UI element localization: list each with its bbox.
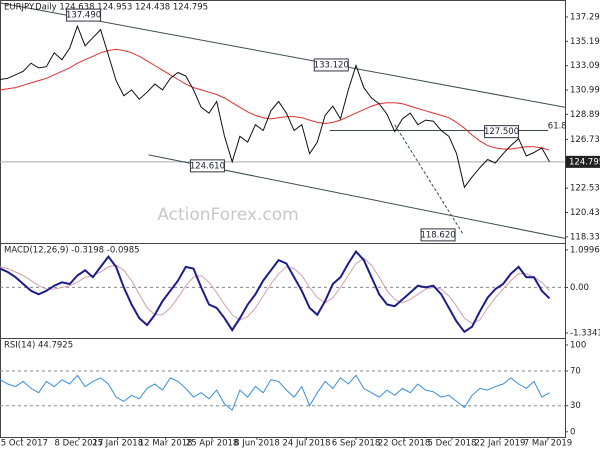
panel-title: RSI(14) 44.7925 bbox=[4, 341, 73, 351]
annotation-box bbox=[66, 8, 102, 22]
last-price-label: 124.795 bbox=[569, 157, 600, 167]
y-tick-label: 130.990 bbox=[570, 86, 600, 96]
x-tick-label: 25 Jan 2018 bbox=[92, 439, 143, 449]
y-tick-label: 133.090 bbox=[570, 61, 600, 71]
y-tick-label: 1.0996 bbox=[570, 245, 600, 255]
series-line bbox=[0, 249, 551, 334]
annotation-box bbox=[484, 125, 520, 139]
annotation: 137.490 bbox=[66, 11, 101, 21]
series-line bbox=[0, 257, 550, 324]
trendline bbox=[394, 124, 464, 234]
x-tick-label: 6 Sep 2018 bbox=[332, 439, 380, 449]
annotation: 118.620 bbox=[420, 230, 455, 240]
series-line bbox=[0, 48, 550, 151]
y-tick-label: 137.290 bbox=[570, 12, 600, 22]
y-tick-label: 0 bbox=[570, 427, 575, 437]
panel-frame bbox=[0, 243, 566, 339]
title-bg bbox=[2, 340, 3, 341]
y-tick-label: -1.3341 bbox=[570, 329, 600, 339]
y-tick-label: 120.430 bbox=[570, 208, 600, 218]
title-bg bbox=[2, 245, 3, 246]
x-tick-label: 7 Mar 2019 bbox=[524, 439, 572, 449]
y-tick-label: 118.330 bbox=[570, 232, 600, 242]
annotation: 133.120 bbox=[314, 60, 349, 70]
x-tick-label: 25 Oct 2017 bbox=[0, 439, 48, 449]
y-tick-label: 135.190 bbox=[570, 37, 600, 47]
x-tick-label: 12 Mar 2018 bbox=[139, 439, 193, 449]
x-tick-label: 8 Jun 2018 bbox=[234, 439, 280, 449]
series-line bbox=[0, 24, 550, 189]
y-tick-label: 126.730 bbox=[570, 135, 600, 145]
annotation: 61.8 bbox=[548, 121, 567, 131]
panel-title: MACD(12,26,9) -0.3198 -0.0985 bbox=[4, 246, 140, 256]
x-tick-label: 22 Oct 2018 bbox=[378, 439, 431, 449]
panel-frame bbox=[0, 338, 566, 438]
watermark: ActionForex.com bbox=[157, 205, 298, 225]
annotation-box bbox=[189, 159, 225, 173]
x-tick-label: 24 Jul 2018 bbox=[282, 439, 330, 449]
x-tick-label: 25 Apr 2018 bbox=[186, 439, 239, 449]
panel-title: EURJPY.Daily 124.638 124.953 124.438 124… bbox=[4, 3, 208, 13]
y-tick-label: 30 bbox=[570, 401, 581, 411]
x-tick-label: 8 Dec 2017 bbox=[54, 439, 103, 449]
y-tick-label: 0.00 bbox=[570, 283, 589, 293]
annotation: 124.610 bbox=[190, 161, 225, 171]
last-price-box bbox=[566, 155, 600, 168]
series-line bbox=[0, 374, 550, 411]
y-tick-label: 128.890 bbox=[570, 110, 600, 120]
y-tick-label: 70 bbox=[570, 367, 581, 377]
annotation-box bbox=[420, 228, 456, 242]
x-tick-label: 5 Dec 2018 bbox=[428, 439, 477, 449]
y-tick-label: 100 bbox=[570, 340, 586, 350]
annotation: 127.500 bbox=[484, 127, 519, 137]
annotation-box bbox=[313, 58, 349, 72]
y-tick-label: 122.530 bbox=[570, 184, 600, 194]
x-tick-label: 22 Jan 2019 bbox=[475, 439, 526, 449]
